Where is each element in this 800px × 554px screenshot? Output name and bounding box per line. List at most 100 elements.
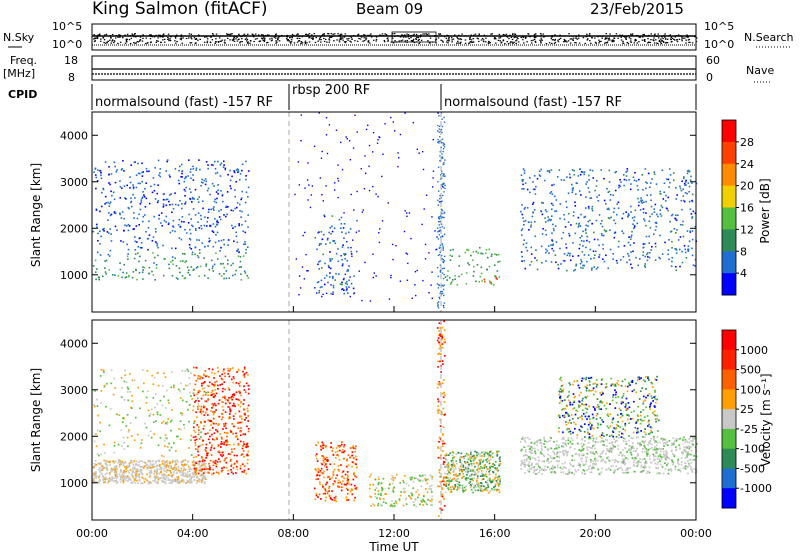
velocity-pixel <box>133 379 136 382</box>
velocity-pixel <box>164 407 167 409</box>
power-pixel <box>612 194 614 196</box>
power-pixel <box>440 254 443 257</box>
power-pixel <box>100 177 103 180</box>
velocity-pixel <box>198 469 200 472</box>
power-pixel <box>105 201 108 204</box>
velocity-pixel <box>93 465 95 468</box>
power-pixel <box>125 225 128 227</box>
power-pixel <box>348 286 350 288</box>
power-pixel <box>563 260 566 262</box>
velocity-pixel <box>420 500 423 502</box>
velocity-pixel <box>496 455 499 457</box>
power-pixel <box>436 302 439 304</box>
power-pixel <box>552 249 555 252</box>
velocity-pixel <box>183 427 186 429</box>
velocity-pixel <box>119 460 121 463</box>
velocity-pixel <box>408 495 410 497</box>
velocity-pixel <box>204 468 207 470</box>
power-pixel <box>190 191 192 194</box>
velocity-pixel <box>477 465 480 468</box>
power-pixel <box>570 224 572 226</box>
velocity-pixel <box>127 465 129 467</box>
power-pixel <box>335 273 337 275</box>
power-pixel <box>200 181 203 184</box>
velocity-pixel <box>176 459 178 462</box>
velocity-pixel <box>199 377 201 380</box>
velocity-pixel <box>193 464 196 467</box>
velocity-pixel <box>133 471 136 474</box>
power-pixel <box>551 239 553 241</box>
velocity-pixel <box>658 472 661 475</box>
nsearch-tick-high: 10^5 <box>704 20 734 33</box>
velocity-pixel <box>164 482 167 485</box>
power-pixel <box>440 177 443 180</box>
power-pixel <box>579 243 581 246</box>
power-pixel <box>138 223 141 226</box>
velocity-pixel <box>450 488 453 491</box>
nsky-dot <box>168 38 170 40</box>
nsky-dot <box>457 37 459 40</box>
nsky-dot <box>673 38 675 41</box>
velocity-pixel <box>94 464 97 467</box>
power-pixel <box>444 184 446 187</box>
nsky-dot <box>500 41 503 43</box>
velocity-pixel <box>327 475 330 478</box>
nsky-dot <box>660 42 663 45</box>
power-pixel <box>349 159 352 161</box>
power-pixel <box>524 182 527 184</box>
velocity-pixel <box>492 471 495 474</box>
velocity-pixel <box>112 468 114 471</box>
nsky-dot <box>643 34 646 36</box>
velocity-pixel <box>499 462 502 465</box>
power-pixel <box>155 231 157 233</box>
velocity-pixel <box>450 468 452 470</box>
velocity-pixel <box>494 473 497 476</box>
nsky-dot <box>103 41 105 44</box>
velocity-pixel <box>454 474 456 477</box>
velocity-pixel <box>389 505 392 507</box>
power-pixel <box>102 187 104 190</box>
velocity-pixel <box>151 408 153 411</box>
velocity-pixel <box>154 481 157 484</box>
velocity-pixel <box>477 489 479 492</box>
power-pixel <box>207 187 210 190</box>
velocity-pixel <box>449 490 452 493</box>
power-pixel <box>214 225 217 228</box>
velocity-pixel <box>232 472 235 475</box>
velocity-pixel <box>190 476 193 479</box>
velocity-pixel <box>462 466 465 468</box>
nsky-dot <box>646 42 649 44</box>
velocity-pixel <box>201 457 204 459</box>
power-pixel <box>189 238 192 241</box>
velocity-pixel <box>449 477 452 479</box>
velocity-pixel <box>103 385 106 388</box>
nsky-dot <box>674 36 677 38</box>
power-pixel <box>675 187 677 189</box>
nsky-dot <box>111 33 114 36</box>
power-pixel <box>406 215 408 218</box>
power-pixel <box>169 231 172 234</box>
power-pixel <box>214 167 217 170</box>
power-pixel <box>352 147 355 149</box>
velocity-pixel <box>410 492 413 495</box>
nsky-dot <box>323 33 325 35</box>
power-pixel <box>198 275 200 278</box>
power-pixel <box>666 178 668 181</box>
velocity-pixel <box>156 411 159 414</box>
power-pixel <box>661 169 664 172</box>
velocity-pixel <box>146 479 149 482</box>
velocity-pixel <box>431 498 433 501</box>
power-pixel <box>298 293 300 296</box>
nsky-dot <box>418 38 420 41</box>
velocity-pixel <box>121 421 124 424</box>
velocity-pixel <box>202 406 205 409</box>
velocity-pixel <box>332 447 334 450</box>
nsky-dot <box>230 33 232 35</box>
power-pixel <box>452 248 454 251</box>
velocity-pixel <box>177 388 180 391</box>
power-pixel <box>328 266 330 269</box>
colorbar-tick-label: 24 <box>740 158 754 171</box>
velocity-pixel <box>448 482 451 484</box>
velocity-pixel <box>155 475 157 477</box>
power-pixel <box>235 169 238 171</box>
